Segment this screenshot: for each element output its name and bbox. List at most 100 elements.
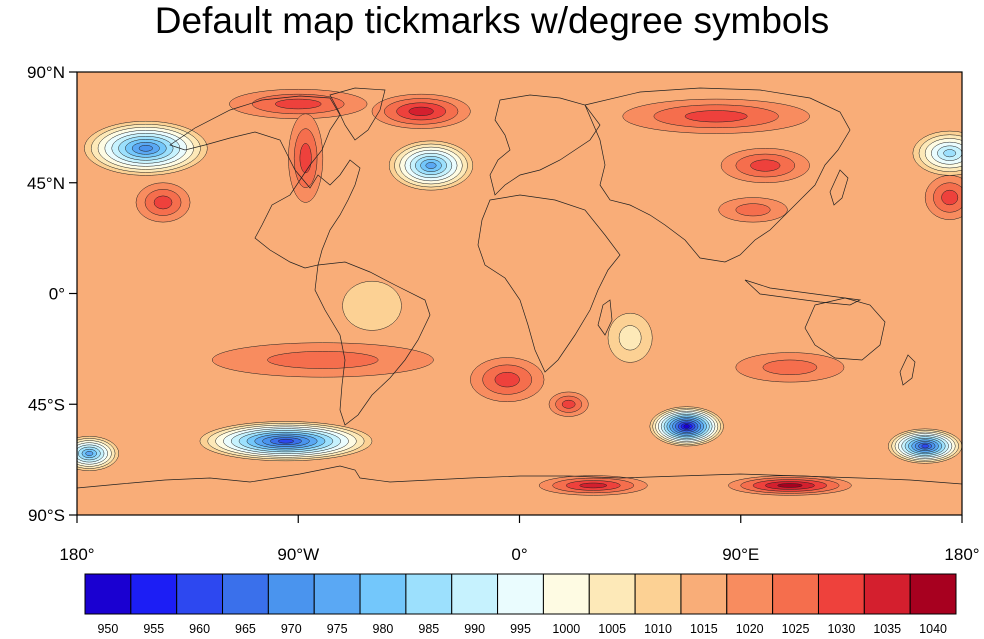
colorbar-label: 1000 [552,622,580,636]
colorbar-label: 1015 [690,622,718,636]
x-tick-label: 90°W [277,545,319,564]
colorbar-label: 975 [327,622,348,636]
contour-1005 [618,325,642,351]
contour-975 [85,451,94,456]
y-tick-label: 90°N [27,63,65,82]
coastline-asia [584,87,851,263]
contour-1030 [684,110,748,123]
y-tick-label: 90°S [28,506,65,525]
colorbar-box [176,573,224,615]
feature-siberian-high [720,148,810,183]
colorbar-box [451,573,499,615]
coastline-greenland [329,87,386,141]
colorbar-label: 1020 [736,622,764,636]
colorbar-box [680,573,728,615]
colorbar-box [588,573,636,615]
feature-aleutian-low [84,120,208,176]
colorbar-label: 1040 [919,622,947,636]
feature-arctic-high-1 [229,88,368,120]
coastline-australia [804,297,886,361]
colorbar-label: 1010 [644,622,672,636]
colorbar-box [222,573,269,615]
colorbar-box [267,573,315,615]
colorbar-label: 1035 [873,622,901,636]
contour-1025 [735,203,771,217]
colorbar-label: 970 [281,622,302,636]
coastline-antarctica [77,465,962,489]
contour-1035 [408,106,434,116]
colorbar-label: 960 [189,622,210,636]
x-tick-label: 180° [59,545,94,564]
feature-south-atlantic-high [470,357,545,403]
feature-indian-ocean-high [548,391,589,417]
colorbar-box [726,573,774,615]
feature-southern-ocean-low-1 [199,421,373,462]
feature-pacific-high-east [135,182,191,223]
colorbar-box [405,573,453,615]
feature-asia-high [718,197,788,223]
coastline-indonesia [744,279,862,306]
feature-south-indian-high [735,352,845,383]
contour-1030 [153,195,173,210]
y-tick-label: 45°N [27,174,65,193]
colorbar-label: 980 [373,622,394,636]
map-title: Default map tickmarks w/degree symbols [154,0,830,41]
contour-975 [425,162,437,169]
contour-1030 [941,189,959,206]
colorbar-label: 990 [464,622,485,636]
feature-pacific-high-west [924,175,962,220]
colorbar-box [772,573,819,615]
colorbar-box [313,573,361,615]
colorbar-label: 950 [97,622,118,636]
contour-1030 [561,399,576,409]
coastline-south-america [314,261,431,426]
coastline-madagascar [597,299,613,336]
map-ticks: 90°N 45°N 0° 45°S 90°S 180° 90°W 0° 90°E 180° [27,63,980,564]
colorbar: 950 955 960 965 970 975 980 985 990 995 1000 1005 10… [84,573,957,636]
feature-antarctic-high-2 [728,475,852,496]
feature-arctic-high-3 [622,98,810,134]
colorbar-label: 1030 [827,622,855,636]
feature-icelandic-low [388,140,474,191]
contour-985 [943,149,957,158]
colorbar-box [542,573,590,615]
contour-950 [683,424,690,429]
feature-southern-ocean-low-3 [888,428,962,464]
x-tick-label: 90°E [722,545,759,564]
contour-1040 [777,483,803,488]
contour-960 [921,443,929,449]
contour-970 [138,145,153,152]
colorbar-label: 955 [143,622,164,636]
colorbar-label: 965 [235,622,256,636]
contour-1035 [579,482,608,489]
colorbar-box [497,573,544,615]
coastline-africa [477,194,621,373]
colorbar-box [84,573,132,615]
contour-1025 [762,359,818,375]
feature-amazon-low [342,280,402,331]
contour-1030 [494,372,520,388]
colorbar-label: 995 [510,622,531,636]
contour-1010 [342,280,402,331]
colorbar-label: 1005 [598,622,626,636]
contour-1030 [750,159,781,172]
feature-north-pacific-low-east [912,130,962,176]
colorbar-label: 985 [418,622,439,636]
contour-960 [277,438,295,444]
feature-southern-ocean-low-4 [77,435,120,471]
y-tick-label: 0° [49,285,65,304]
feature-south-pacific-high [211,342,434,378]
feature-arctic-high-2 [371,93,471,129]
colorbar-box [130,573,178,615]
colorbar-box [863,573,911,615]
colorbar-box [359,573,407,615]
feature-greenland-high [288,113,324,203]
colorbar-box [634,573,682,615]
coastline-japan [829,169,849,206]
pressure-field [77,72,962,515]
coastlines [77,87,962,489]
x-tick-label: 180° [944,545,979,564]
contour-1030 [299,143,312,174]
contour-1030 [275,98,322,110]
